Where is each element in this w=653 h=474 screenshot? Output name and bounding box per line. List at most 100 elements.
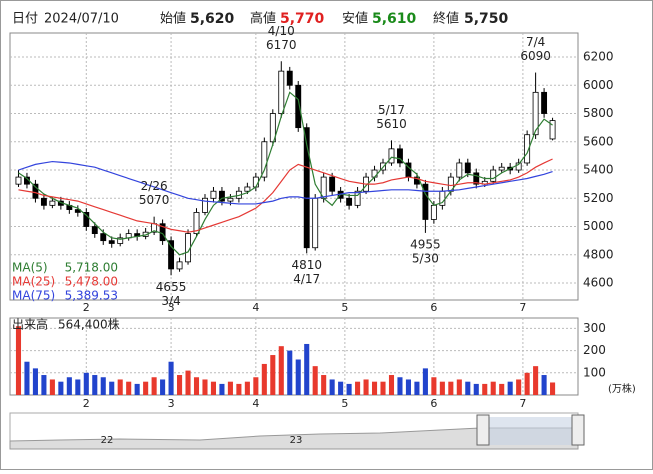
volume-bar <box>482 383 488 395</box>
candle-body <box>430 204 437 220</box>
candle-body <box>295 84 302 129</box>
volume-bar <box>202 379 208 395</box>
volume-bar <box>32 368 38 395</box>
x-tick-label: 4 <box>252 397 259 410</box>
candle-body <box>286 70 293 86</box>
candle-body <box>498 166 505 171</box>
candle-body <box>397 148 403 164</box>
volume-title: 出来高 <box>12 317 48 332</box>
volume-bar <box>287 350 293 395</box>
volume-bar <box>371 381 378 395</box>
y-tick-label: 5800 <box>583 106 614 120</box>
x-tick-label: 5 <box>341 397 348 410</box>
navigator-handle-right[interactable] <box>571 414 585 446</box>
date-label: 日付 <box>12 12 38 27</box>
volume-bar <box>338 381 344 395</box>
y-tick-label: 4800 <box>583 247 614 261</box>
volume-bar <box>439 381 445 395</box>
candle-body <box>227 197 234 202</box>
candle-body <box>524 134 531 164</box>
open: 5,620 <box>190 11 235 27</box>
candle-body <box>456 162 463 178</box>
candle-body <box>515 162 522 171</box>
annotation: 5/30 <box>412 251 439 265</box>
candle-body <box>108 240 115 244</box>
x-tick-label: 7 <box>519 397 526 410</box>
volume-bar <box>49 379 55 395</box>
legend-value: 5,478.00 <box>65 275 118 289</box>
navigator-year: 22 <box>101 435 114 446</box>
candle-body <box>473 172 480 185</box>
y-tick-label: 5400 <box>583 163 614 177</box>
x-tick-label: 4 <box>252 301 259 314</box>
candle-body <box>100 233 107 242</box>
navigator-area <box>9 427 579 450</box>
candle-body <box>193 212 200 235</box>
volume-bar <box>109 381 115 395</box>
volume-bar <box>550 382 556 395</box>
date: 2024/07/10 <box>44 12 119 27</box>
volume-bar <box>541 375 547 395</box>
navigator-window[interactable] <box>483 417 575 445</box>
low: 5,610 <box>372 11 417 27</box>
volume-bar <box>236 383 242 395</box>
x-tick-label: 6 <box>430 397 437 410</box>
y-tick-label: 5000 <box>583 219 614 233</box>
volume-bar <box>533 366 539 395</box>
volume-latest: 564,400株 <box>58 317 120 332</box>
annotation: 7/4 <box>526 35 545 49</box>
candle-body <box>40 197 47 206</box>
annotation: 6170 <box>266 38 297 52</box>
candle-body <box>49 200 56 206</box>
annotation: 5/17 <box>378 103 405 117</box>
x-tick-label: 3 <box>168 397 175 410</box>
candle-body <box>91 226 98 235</box>
candle-body <box>117 237 124 244</box>
volume-bar <box>244 381 250 395</box>
navigator-handle-left[interactable] <box>476 414 490 446</box>
volume-bar <box>143 381 149 395</box>
volume-bar <box>219 383 225 395</box>
candle-body <box>490 169 497 182</box>
volume-panel <box>9 317 579 396</box>
x-tick-label: 6 <box>430 301 437 314</box>
x-tick-label: 5 <box>341 301 348 314</box>
volume-bar <box>524 372 530 395</box>
ma-line <box>18 158 553 233</box>
volume-bar <box>448 381 454 395</box>
high-label: 高値 <box>250 11 276 27</box>
volume-bar <box>270 355 276 395</box>
volume-bar <box>431 377 437 395</box>
price-panel <box>9 32 579 301</box>
close-label: 終値 <box>433 11 459 27</box>
y-tick-label: 4600 <box>583 276 614 290</box>
annotation: 5610 <box>376 117 407 131</box>
annotation: 6090 <box>520 49 551 63</box>
candle-body <box>354 190 361 206</box>
annotation: 2/26 <box>141 179 168 193</box>
x-tick-label: 2 <box>83 397 90 410</box>
volume-bar <box>312 366 318 395</box>
high: 5,770 <box>280 11 325 27</box>
volume-bar <box>261 363 267 395</box>
volume-bar <box>473 383 479 395</box>
x-tick-label: 2 <box>83 301 90 314</box>
low-label: 安値 <box>342 11 368 27</box>
volume-bar <box>24 361 30 395</box>
volume-bar <box>516 379 522 395</box>
x-tick-label: 3 <box>168 301 175 314</box>
volume-bar <box>58 381 64 395</box>
volume-bar <box>253 377 259 395</box>
volume-bar <box>66 377 72 395</box>
candle-body <box>464 162 471 174</box>
candle-body <box>210 190 217 199</box>
volume-bar <box>100 377 106 395</box>
volume-bar <box>329 379 335 395</box>
candle-body <box>541 91 548 114</box>
x-tick-label: 7 <box>519 301 526 314</box>
candle-body <box>303 127 310 249</box>
candle-body <box>422 183 429 220</box>
candle-body <box>346 197 353 206</box>
volume-bar <box>193 377 200 395</box>
